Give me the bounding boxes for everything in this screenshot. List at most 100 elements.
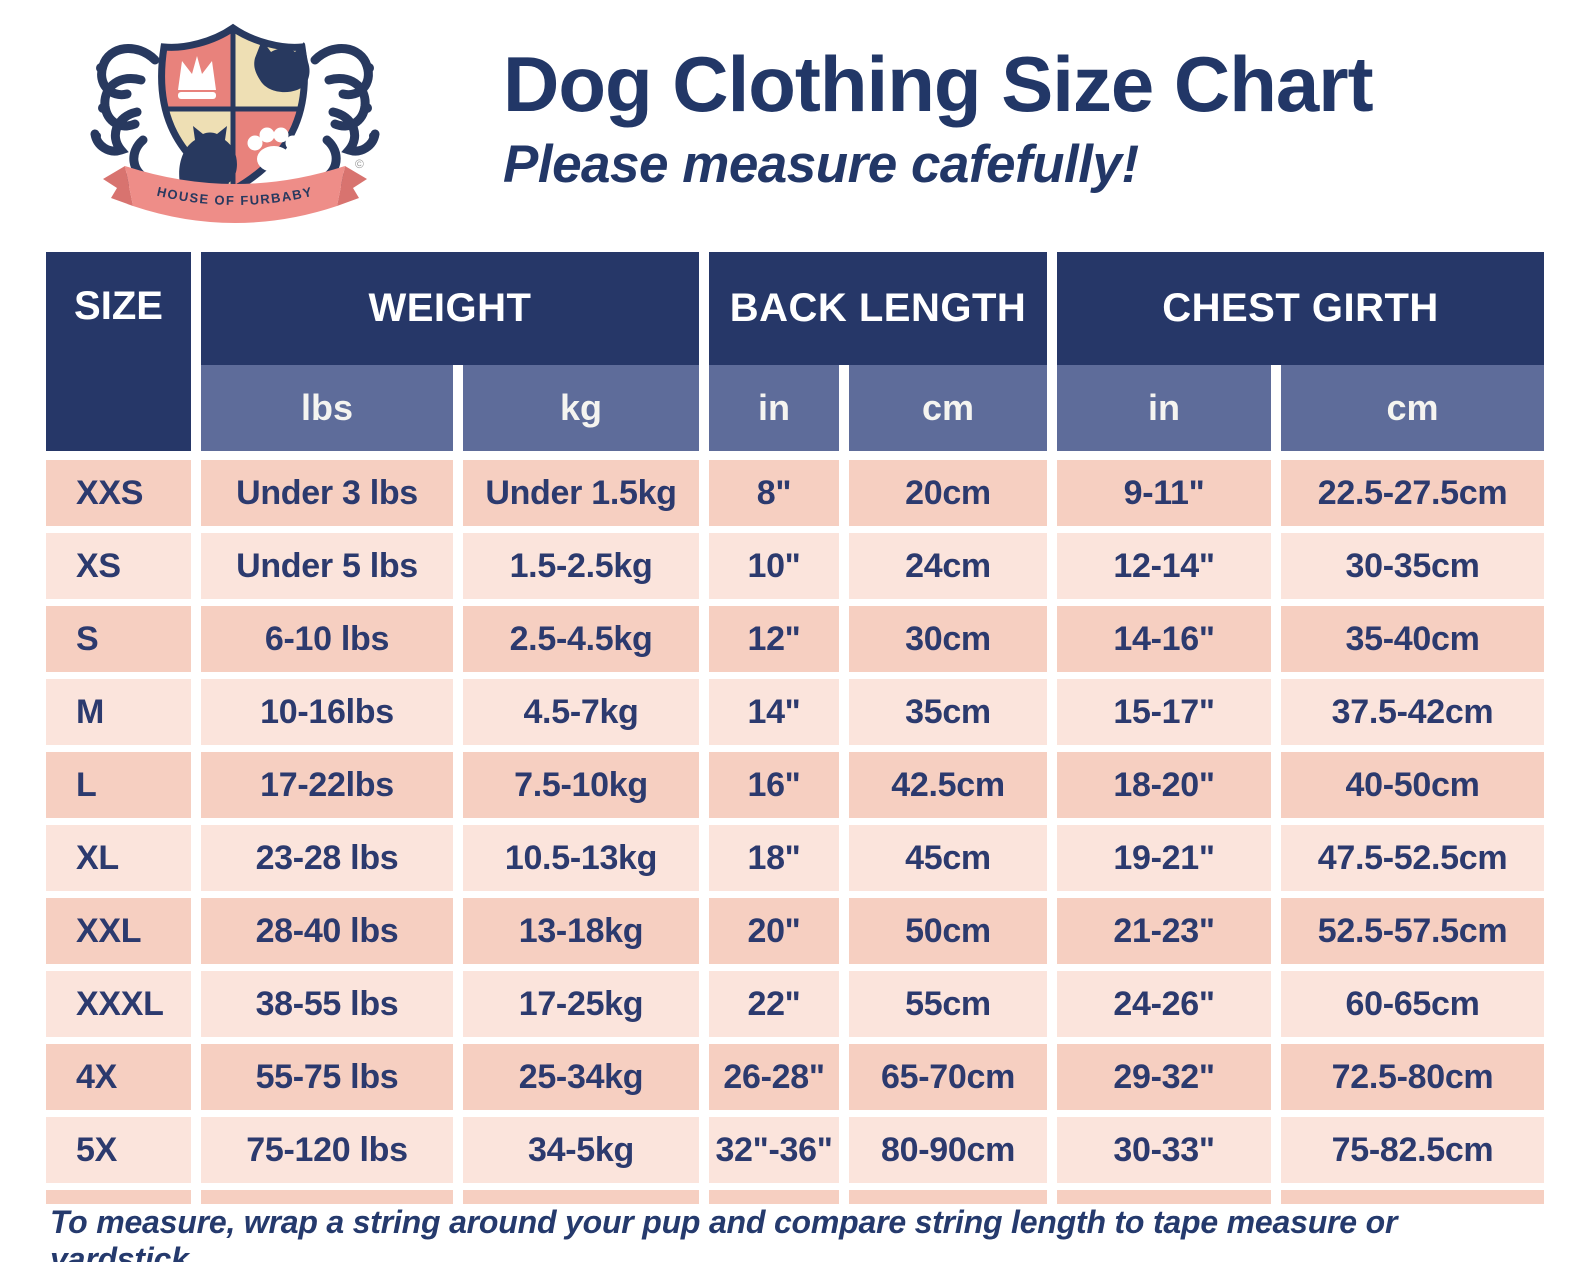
chest-cm-cell: 22.5-27.5cm (1281, 460, 1544, 533)
chest-cm-cell: 75-82.5cm (1281, 1117, 1544, 1190)
size-cell: XXXL (46, 971, 201, 1044)
flourish-left-icon (93, 49, 155, 184)
subheader-back-in: in (709, 365, 849, 460)
dog-icon (254, 40, 310, 93)
back-in-cell: 26-28" (709, 1044, 849, 1117)
back-in-cell: 22" (709, 971, 849, 1044)
chest-in-cell: 24-26" (1057, 971, 1281, 1044)
back-cm-cell: 24cm (849, 533, 1057, 606)
size-cell: XL (46, 825, 201, 898)
chest-cm-cell: 35-40cm (1281, 606, 1544, 679)
shield (158, 23, 310, 195)
table-bottom-strip (1281, 1190, 1544, 1204)
chest-in-cell: 30-33" (1057, 1117, 1281, 1190)
back-cm-cell: 55cm (849, 971, 1057, 1044)
back-cm-cell: 42.5cm (849, 752, 1057, 825)
size-cell: XS (46, 533, 201, 606)
subheader-weight-kg: kg (463, 365, 709, 460)
back-cm-cell: 65-70cm (849, 1044, 1057, 1117)
back-cm-cell: 50cm (849, 898, 1057, 971)
weight-kg-cell: Under 1.5kg (463, 460, 709, 533)
weight-lbs-cell: 17-22lbs (201, 752, 463, 825)
size-cell: XXS (46, 460, 201, 533)
chest-cm-cell: 30-35cm (1281, 533, 1544, 606)
table-bottom-strip (463, 1190, 709, 1204)
table-bottom-strip (1057, 1190, 1281, 1204)
column-header-size: SIZE (46, 252, 201, 460)
chest-in-cell: 14-16" (1057, 606, 1281, 679)
chest-in-cell: 15-17" (1057, 679, 1281, 752)
weight-kg-cell: 7.5-10kg (463, 752, 709, 825)
back-in-cell: 32"-36" (709, 1117, 849, 1190)
weight-kg-cell: 25-34kg (463, 1044, 709, 1117)
back-cm-cell: 30cm (849, 606, 1057, 679)
size-cell: XXL (46, 898, 201, 971)
flourish-right-icon (315, 49, 377, 184)
measuring-note: To measure, wrap a string around your pu… (50, 1204, 1398, 1262)
chest-cm-cell: 60-65cm (1281, 971, 1544, 1044)
chest-in-cell: 9-11" (1057, 460, 1281, 533)
weight-kg-cell: 17-25kg (463, 971, 709, 1044)
weight-kg-cell: 10.5-13kg (463, 825, 709, 898)
weight-lbs-cell: 75-120 lbs (201, 1117, 463, 1190)
weight-lbs-cell: 55-75 lbs (201, 1044, 463, 1117)
back-in-cell: 10" (709, 533, 849, 606)
weight-lbs-cell: Under 3 lbs (201, 460, 463, 533)
weight-lbs-cell: 6-10 lbs (201, 606, 463, 679)
subheader-back-cm: cm (849, 365, 1057, 460)
page-title: Dog Clothing Size Chart (503, 40, 1374, 128)
back-in-cell: 16" (709, 752, 849, 825)
weight-lbs-cell: Under 5 lbs (201, 533, 463, 606)
subheader-chest-cm: cm (1281, 365, 1544, 460)
chest-cm-cell: 72.5-80cm (1281, 1044, 1544, 1117)
weight-lbs-cell: 10-16lbs (201, 679, 463, 752)
weight-kg-cell: 13-18kg (463, 898, 709, 971)
subheader-chest-in: in (1057, 365, 1281, 460)
chest-in-cell: 29-32" (1057, 1044, 1281, 1117)
weight-lbs-cell: 23-28 lbs (201, 825, 463, 898)
chest-cm-cell: 47.5-52.5cm (1281, 825, 1544, 898)
back-in-cell: 20" (709, 898, 849, 971)
weight-kg-cell: 2.5-4.5kg (463, 606, 709, 679)
column-header-chest-girth: CHEST GIRTH (1057, 252, 1544, 365)
page-subtitle: Please measure cafefully! (503, 135, 1139, 195)
cat-icon (179, 126, 237, 186)
table-bottom-strip (709, 1190, 849, 1204)
header-titles: Dog Clothing Size Chart Please measure c… (503, 40, 1374, 195)
crown-icon (178, 56, 216, 99)
back-cm-cell: 80-90cm (849, 1117, 1057, 1190)
back-in-cell: 14" (709, 679, 849, 752)
chest-in-cell: 18-20" (1057, 752, 1281, 825)
back-cm-cell: 45cm (849, 825, 1057, 898)
subheader-weight-lbs: lbs (201, 365, 463, 460)
brand-logo: HOUSE OF FURBABY © (85, 23, 385, 223)
weight-lbs-cell: 28-40 lbs (201, 898, 463, 971)
logo-banner: HOUSE OF FURBABY (103, 166, 367, 223)
chest-in-cell: 12-14" (1057, 533, 1281, 606)
back-cm-cell: 35cm (849, 679, 1057, 752)
column-header-weight: WEIGHT (201, 252, 709, 365)
chest-in-cell: 19-21" (1057, 825, 1281, 898)
size-cell: 4X (46, 1044, 201, 1117)
size-cell: 5X (46, 1117, 201, 1190)
size-cell: S (46, 606, 201, 679)
weight-kg-cell: 1.5-2.5kg (463, 533, 709, 606)
chest-cm-cell: 52.5-57.5cm (1281, 898, 1544, 971)
table-bottom-strip (201, 1190, 463, 1204)
back-in-cell: 8" (709, 460, 849, 533)
chest-in-cell: 21-23" (1057, 898, 1281, 971)
chest-cm-cell: 37.5-42cm (1281, 679, 1544, 752)
size-chart-table: SIZE WEIGHT BACK LENGTH CHEST GIRTH lbs … (46, 252, 1544, 1204)
back-in-cell: 18" (709, 825, 849, 898)
weight-kg-cell: 34-5kg (463, 1117, 709, 1190)
back-cm-cell: 20cm (849, 460, 1057, 533)
chest-cm-cell: 40-50cm (1281, 752, 1544, 825)
back-in-cell: 12" (709, 606, 849, 679)
size-cell: M (46, 679, 201, 752)
size-cell: L (46, 752, 201, 825)
copyright-symbol: © (355, 157, 364, 171)
weight-lbs-cell: 38-55 lbs (201, 971, 463, 1044)
paw-icon (247, 127, 301, 172)
table-bottom-strip (46, 1190, 201, 1204)
